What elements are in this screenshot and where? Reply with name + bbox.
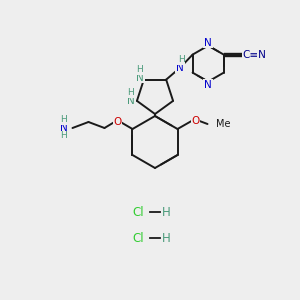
Text: C≡N: C≡N: [243, 50, 267, 60]
Text: N: N: [127, 96, 135, 106]
Text: N: N: [60, 123, 68, 133]
Text: H: H: [162, 206, 170, 218]
Text: N: N: [176, 63, 184, 73]
Text: Me: Me: [215, 119, 230, 129]
Text: H: H: [162, 232, 170, 244]
Text: O: O: [191, 116, 200, 126]
Text: H: H: [128, 88, 134, 98]
Text: N: N: [204, 80, 212, 90]
Text: O: O: [113, 117, 122, 127]
Text: H: H: [60, 116, 67, 124]
Text: H: H: [136, 65, 143, 74]
Text: Cl: Cl: [132, 232, 144, 244]
Text: H: H: [178, 55, 184, 64]
Text: H: H: [60, 131, 67, 140]
Text: Cl: Cl: [132, 206, 144, 218]
Text: N: N: [136, 73, 144, 82]
Text: N: N: [204, 38, 212, 48]
